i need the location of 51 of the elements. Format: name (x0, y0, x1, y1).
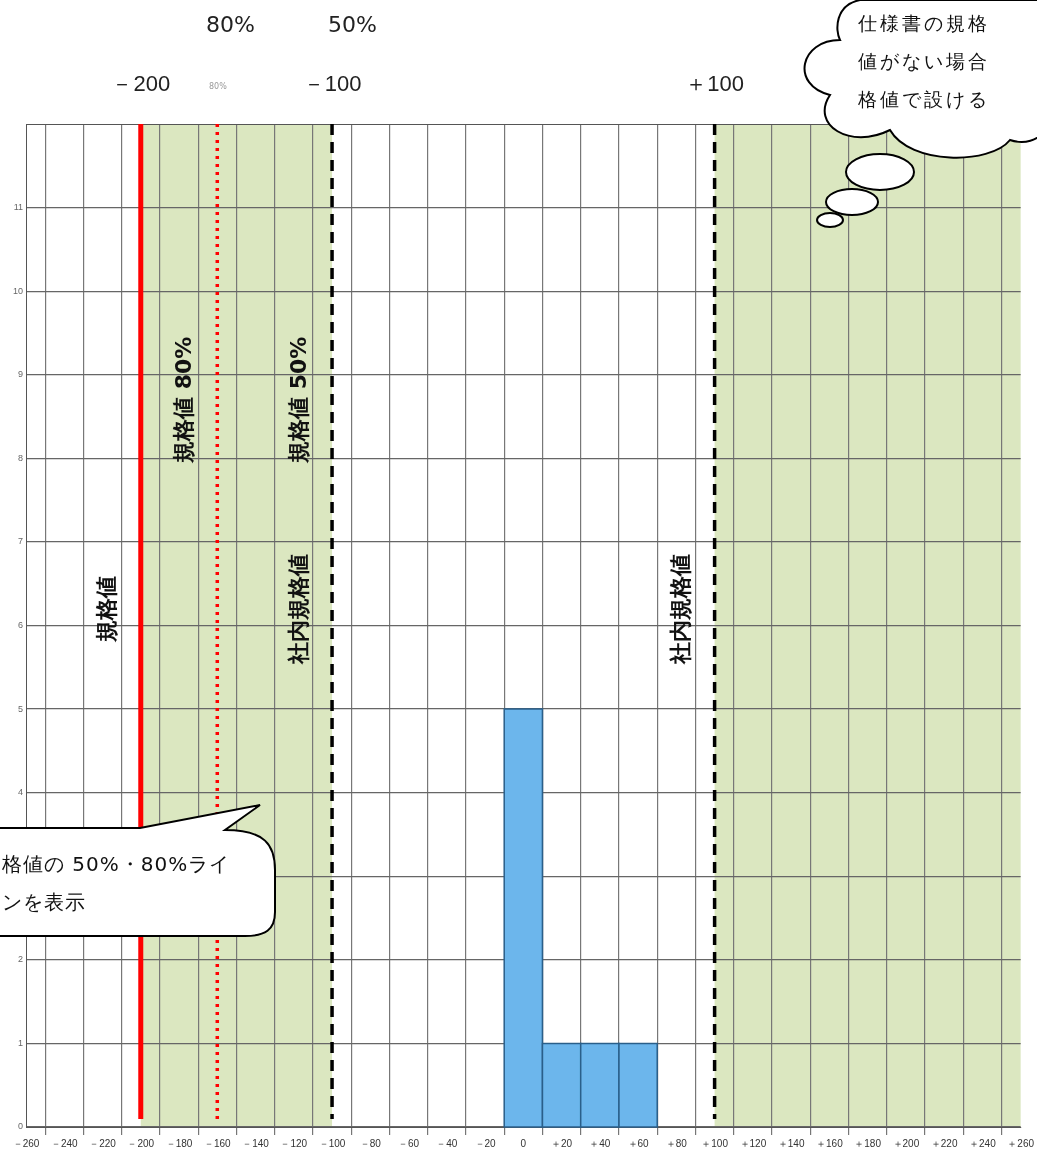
y-tick-label: 2 (17, 954, 23, 965)
x-tick-label: －260 (12, 1137, 40, 1149)
x-tick-label: ＋200 (892, 1137, 920, 1149)
y-tick-label: 5 (17, 703, 23, 714)
x-tick-label: ＋80 (665, 1137, 688, 1149)
x-tick-label: ＋120 (739, 1137, 767, 1149)
x-tick-label: －180 (165, 1137, 193, 1149)
x-tick-label: －80 (359, 1137, 382, 1149)
x-tick-label: －140 (242, 1137, 270, 1149)
x-tick-label: －240 (50, 1137, 79, 1149)
x-tick-label: ＋160 (816, 1137, 844, 1149)
annotation: 規格値 50% (285, 336, 311, 464)
y-tick-label: 0 (17, 1121, 23, 1132)
x-tick-label: －40 (436, 1137, 458, 1149)
ref-line-label: 規格値 (94, 575, 120, 643)
y-tick-label: 8 (17, 452, 23, 463)
y-tick-label: 10 (12, 285, 23, 296)
y-tick-label: 9 (17, 369, 23, 380)
x-tick-label: ＋140 (777, 1137, 805, 1149)
x-tick-label: ＋40 (589, 1137, 611, 1149)
text: 80% (209, 82, 227, 91)
x-tick-label: －60 (398, 1137, 420, 1149)
x-tick-label: ＋260 (1007, 1137, 1035, 1149)
x2-tick-label: －100 (302, 70, 362, 96)
x-tick-label: ＋20 (551, 1137, 573, 1149)
x-tick-label: －120 (280, 1137, 308, 1149)
y-tick-label: 6 (17, 619, 23, 630)
x-tick-label: ＋60 (627, 1137, 650, 1149)
ref-line-label: 社内規格値 (668, 553, 694, 665)
x-tick-label: －160 (203, 1137, 232, 1149)
text: 50% (328, 12, 377, 37)
x-tick-label: －100 (318, 1137, 346, 1149)
x-tick-label: －200 (127, 1137, 155, 1149)
x-tick-label: ＋180 (854, 1137, 882, 1149)
x-tick-label: ＋100 (701, 1137, 729, 1149)
annotation: 格値の 50%・80%ラインを表示 (2, 851, 232, 916)
ref-line-label: 社内規格値 (285, 553, 311, 665)
text: 80% (206, 12, 255, 37)
x-tick-label: ＋220 (930, 1137, 958, 1149)
ref-line-label: 規格値 80% (171, 336, 196, 464)
x-tick-label: ＋240 (969, 1137, 997, 1149)
x2-tick-label: －200 (111, 70, 171, 96)
y-tick-label: 1 (17, 1037, 23, 1048)
y-tick-label: 11 (13, 202, 23, 213)
y-tick-label: 7 (17, 536, 23, 547)
x2-tick-label: ＋100 (685, 70, 744, 96)
x-tick-label: －20 (474, 1137, 497, 1149)
y-tick-label: 4 (17, 787, 23, 798)
x-tick-label: 0 (520, 1137, 527, 1149)
x-tick-label: －220 (89, 1137, 117, 1149)
text: 仕様書の規格値がない場合格値で設ける (858, 11, 991, 112)
